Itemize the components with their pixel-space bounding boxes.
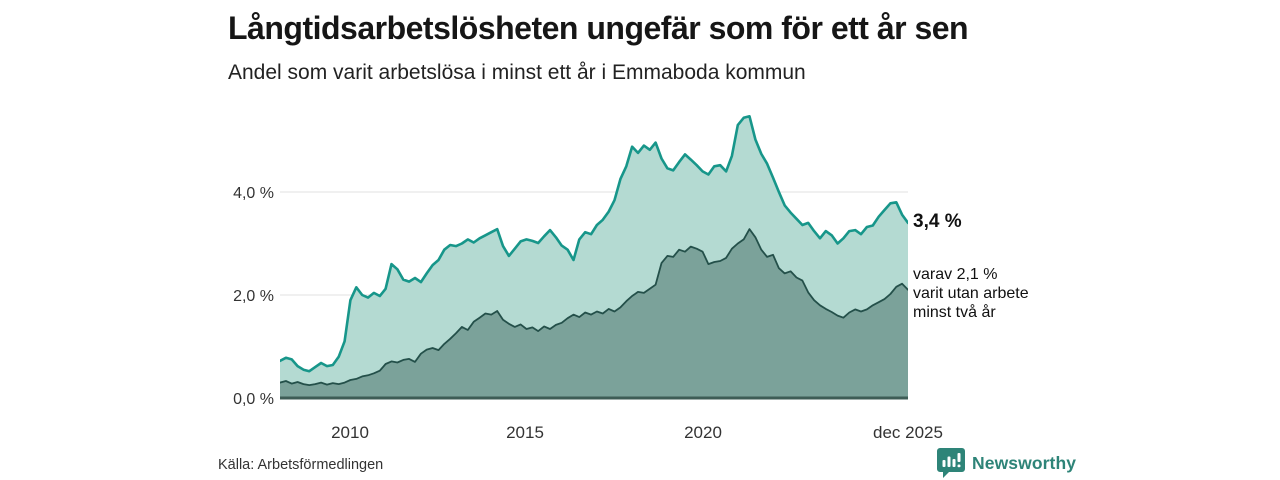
y-tick-label-4: 4,0 % bbox=[233, 185, 274, 202]
unemployment-area-chart bbox=[280, 114, 908, 400]
x-tick-label-2010: 2010 bbox=[331, 423, 369, 442]
latest-value-label: 3,4 % bbox=[913, 211, 962, 232]
y-tick-label-2: 2,0 % bbox=[233, 288, 274, 305]
newsworthy-bar-chart-icon bbox=[937, 448, 965, 478]
x-tick-label-dec-2025: dec 2025 bbox=[873, 423, 943, 442]
y-tick-label-0: 0,0 % bbox=[233, 391, 274, 408]
source-attribution: Källa: Arbetsförmedlingen bbox=[218, 457, 384, 473]
page-subtitle: Andel som varit arbetslösa i minst ett å… bbox=[228, 61, 806, 84]
x-tick-label-2015: 2015 bbox=[506, 423, 544, 442]
newsworthy-brand-text: Newsworthy bbox=[972, 452, 1077, 473]
x-tick-label-2020: 2020 bbox=[684, 423, 722, 442]
two-year-annotation: varav 2,1 % varit utan arbete minst två … bbox=[913, 265, 1063, 322]
series-line-1 bbox=[280, 114, 908, 373]
page-title: Långtidsarbetslösheten ungefär som för e… bbox=[228, 10, 969, 46]
newsworthy-logo: Newsworthy bbox=[937, 448, 1076, 478]
two-year-annotation-line2: varit utan arbete bbox=[913, 285, 1029, 302]
two-year-annotation-line3: minst två år bbox=[913, 304, 996, 321]
series-line-2 bbox=[280, 228, 908, 387]
two-year-annotation-line1: varav 2,1 % bbox=[913, 266, 998, 283]
